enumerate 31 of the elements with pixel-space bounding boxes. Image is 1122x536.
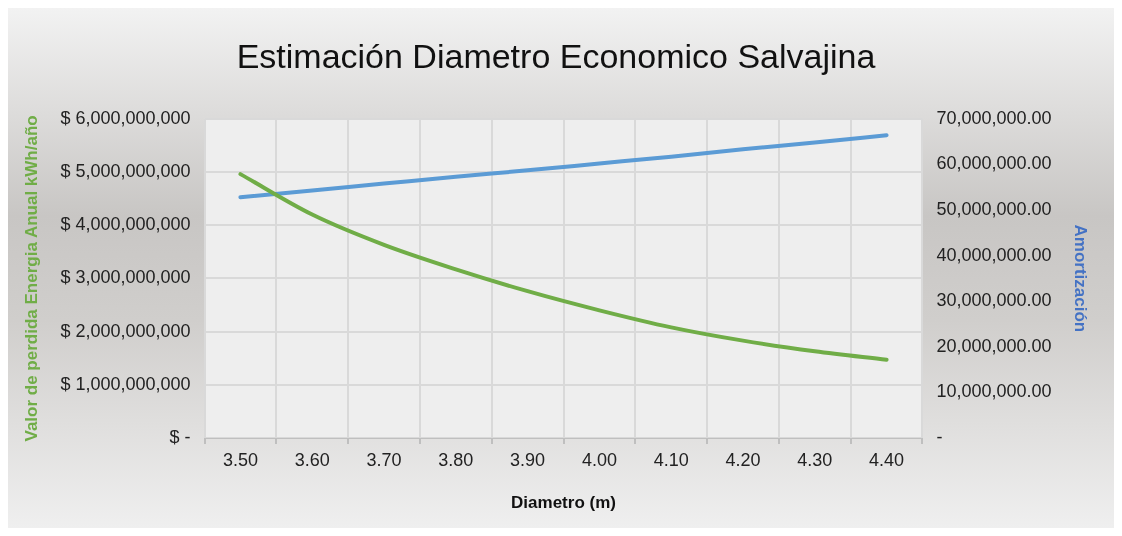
x-tick-label: 3.90 [510, 449, 546, 470]
y2-axis-title: Amortización [1071, 224, 1091, 333]
y-axis-title: Valor de perdida Energia Anual kWh/año [21, 115, 41, 442]
x-tick-label: 4.10 [653, 449, 689, 470]
y2-tick-label: 20,000,000.00 [936, 335, 1052, 356]
chart-title: Estimación Diametro Economico Salvajina [236, 36, 876, 75]
x-tick-label: 4.00 [581, 449, 617, 470]
y-tick-label: $ 3,000,000,000 [60, 267, 191, 288]
y-tick-label: $ 6,000,000,000 [60, 107, 191, 128]
y-tick-label: $ 4,000,000,000 [60, 214, 191, 235]
line-series [238, 172, 889, 362]
x-tick-label: 3.50 [222, 449, 258, 470]
x-tick-label: 3.70 [366, 449, 402, 470]
y-tick-label: $ - [169, 426, 191, 447]
y2-tick-label: 50,000,000.00 [936, 198, 1052, 219]
y2-tick-label: 30,000,000.00 [936, 290, 1052, 311]
y-tick-label: $ 5,000,000,000 [60, 160, 191, 181]
y2-tick-label: 70,000,000.00 [936, 107, 1052, 128]
x-tick-label: 4.30 [797, 449, 833, 470]
y2-tick-label: 10,000,000.00 [936, 381, 1052, 402]
x-axis-title: Diametro (m) [511, 493, 616, 513]
y2-tick-label: 40,000,000.00 [936, 244, 1052, 265]
y-tick-label: $ 1,000,000,000 [60, 373, 191, 394]
line-series [238, 133, 889, 200]
x-tick-label: 3.80 [438, 449, 474, 470]
x-tick-label: 4.40 [869, 449, 905, 470]
x-tick-label: 4.20 [725, 449, 761, 470]
y2-tick-label: - [936, 426, 943, 447]
y2-tick-label: 60,000,000.00 [936, 153, 1052, 174]
y-tick-label: $ 2,000,000,000 [60, 320, 191, 341]
x-tick-label: 3.60 [294, 449, 330, 470]
